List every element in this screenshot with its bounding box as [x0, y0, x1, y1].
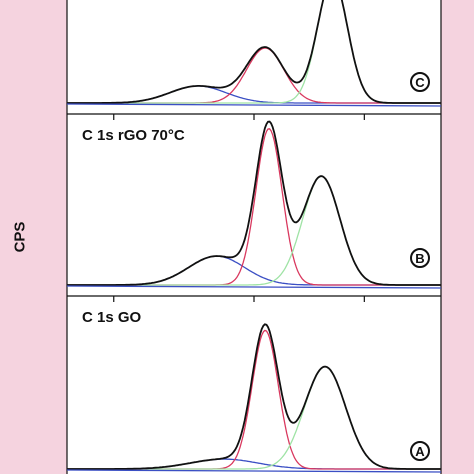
y-axis-label: CPS	[11, 221, 29, 253]
plot-area	[67, 0, 441, 474]
panel-marker-b: B	[410, 248, 430, 268]
panel-title-a: C 1s GO	[82, 309, 142, 326]
panel-title-b: C 1s rGO 70°C	[82, 127, 185, 144]
baseline-c	[66, 103, 442, 107]
component-peak-c-3	[67, 0, 441, 104]
baseline-b	[66, 285, 442, 289]
component-peak-b-2	[67, 128, 441, 286]
component-peak-a-3	[67, 366, 441, 470]
envelope-curve-c	[67, 0, 441, 104]
component-peak-a-2	[67, 329, 441, 470]
component-peak-c-1	[67, 85, 441, 104]
component-peak-b-1	[67, 255, 441, 286]
envelope-curve-b	[67, 120, 441, 286]
baseline-a	[66, 469, 442, 473]
envelope-curve-a	[67, 323, 441, 470]
panel-marker-c: C	[410, 72, 430, 92]
panel-marker-a: A	[410, 441, 430, 461]
